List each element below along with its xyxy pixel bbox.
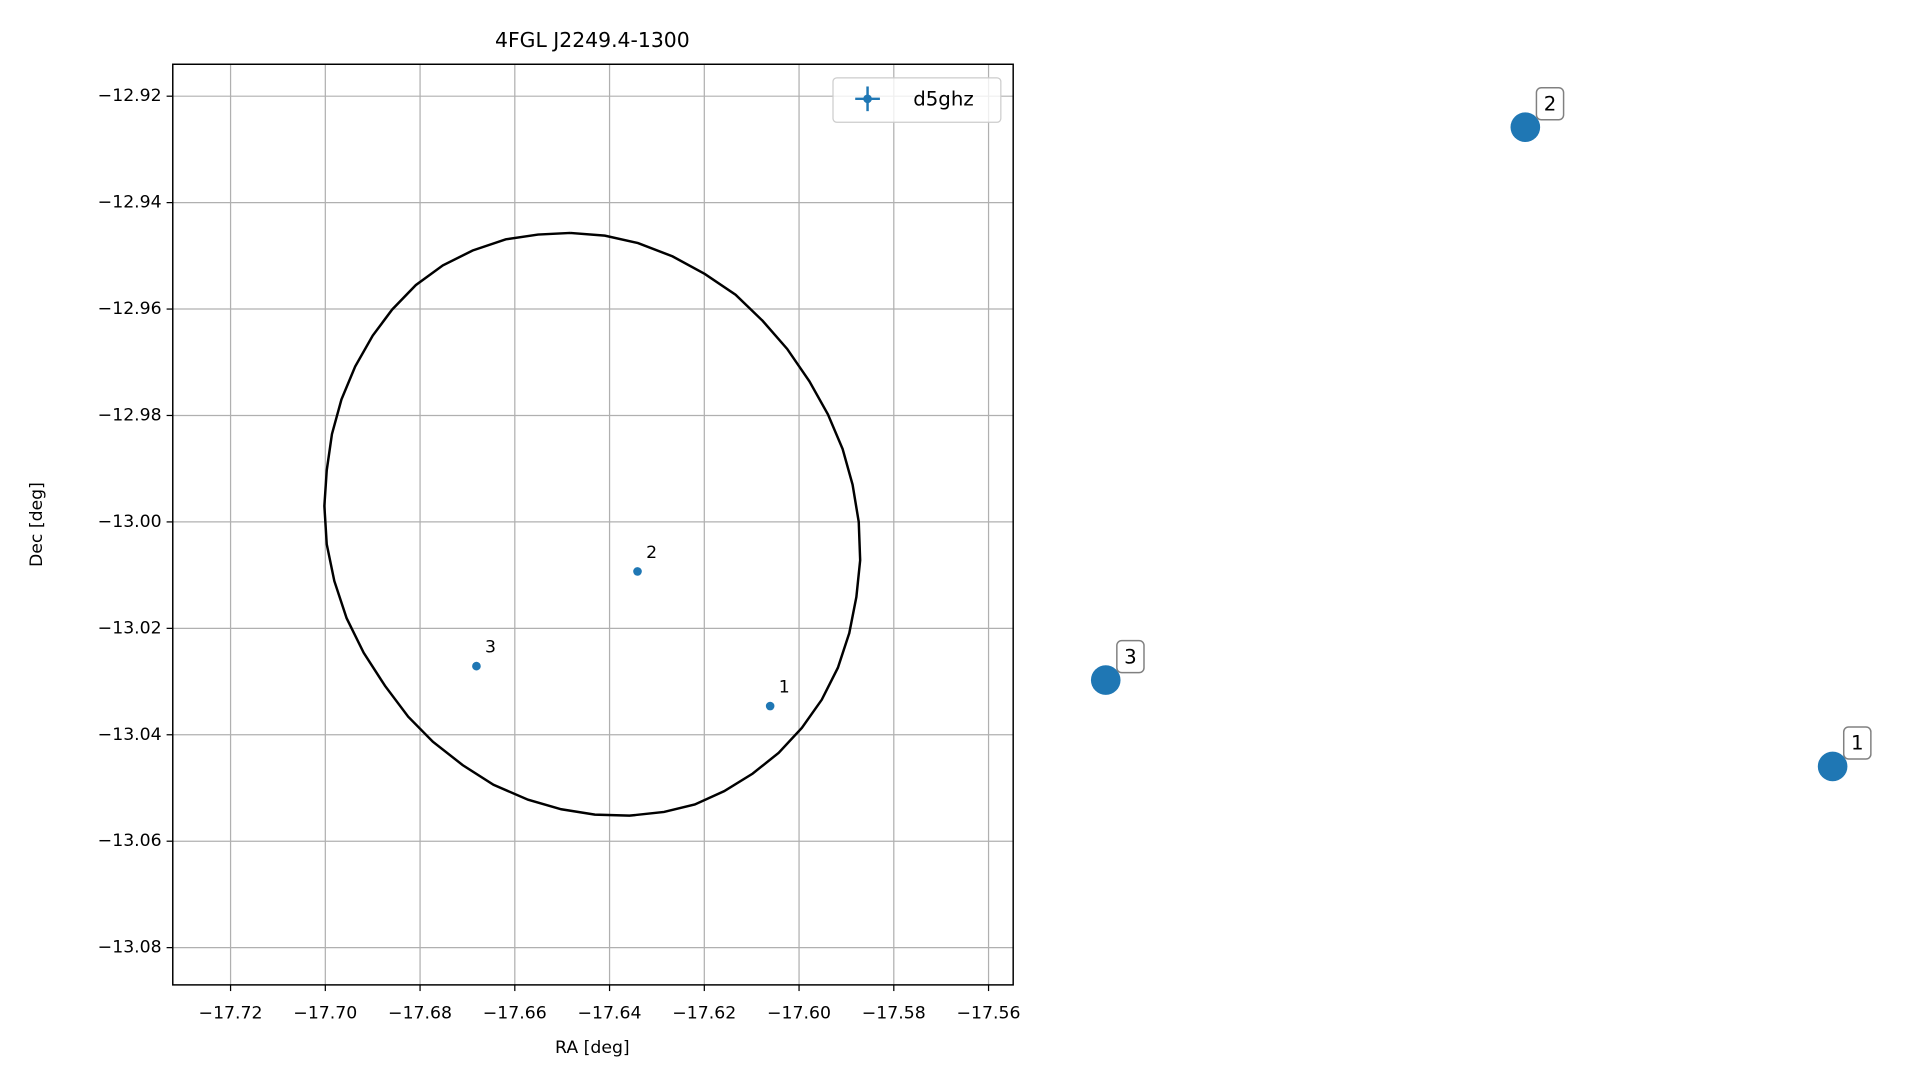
marker-label-box [1535,86,1565,121]
marker-label: 1 [1851,732,1864,755]
ellipse-line [323,231,862,817]
point-label: 2 [646,543,657,563]
x-tick-label: −17.62 [672,1003,736,1023]
x-tick-label: −17.72 [199,1003,263,1023]
y-tick-label: −12.96 [98,299,162,319]
chart-title: 4FGL J2249.4-1300 [495,28,690,52]
x-tick-label: −17.66 [483,1003,547,1023]
y-tick-label: −13.04 [98,725,162,745]
x-axis-label: RA [deg] [555,1038,630,1058]
marker-label-box [1116,639,1145,674]
point-label: 3 [485,638,496,658]
marker-label: 3 [1124,645,1137,668]
x-tick-label: −17.68 [388,1003,452,1023]
legend-label: d5ghz [913,88,973,111]
point [633,567,642,576]
y-axis-label: Dec [deg] [27,482,47,567]
x-tick-label: −17.70 [293,1003,357,1023]
y-tick-label: −13.06 [98,831,162,851]
point [472,661,481,671]
legend-box [832,77,1002,123]
y-tick-label: −13.08 [98,938,162,958]
marker [1510,112,1541,143]
x-tick-label: −17.56 [957,1003,1021,1023]
y-tick-label: −13.00 [98,512,162,532]
x-tick-label: −17.58 [862,1003,926,1023]
y-tick-label: −12.94 [98,193,162,213]
point [765,701,775,711]
x-tick-label: −17.64 [578,1003,642,1023]
point-label: 1 [779,678,790,698]
x-tick-label: −17.60 [767,1003,831,1023]
y-tick-label: −12.98 [98,405,162,425]
marker-label: 2 [1544,92,1557,115]
legend-marker [863,94,872,104]
y-tick-label: −12.92 [98,86,162,106]
marker-label-box [1842,726,1872,760]
axes-frame [172,63,1014,986]
marker [1090,665,1121,695]
y-tick-label: −13.02 [98,618,162,638]
marker [1817,751,1848,782]
